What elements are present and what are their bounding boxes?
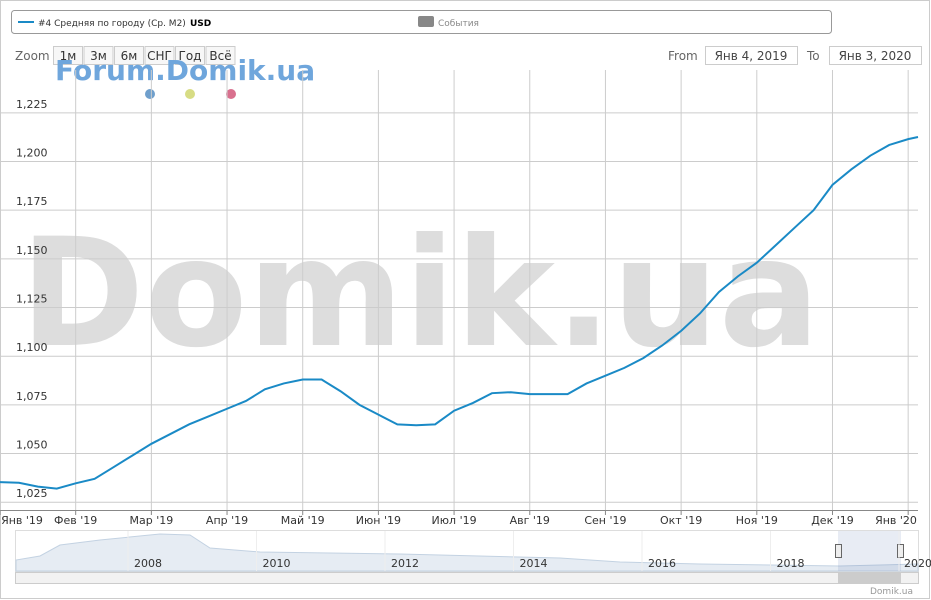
x-tick-label: Янв '20 bbox=[875, 514, 917, 527]
zoom-label: Zoom bbox=[15, 49, 50, 63]
x-tick-label: Май '19 bbox=[281, 514, 325, 527]
scrollbar-thumb[interactable] bbox=[838, 573, 901, 583]
x-tick-label: Дек '19 bbox=[811, 514, 854, 527]
y-tick-label: 1,150 bbox=[16, 244, 48, 257]
zoom-button-label[interactable]: 1м bbox=[60, 49, 77, 63]
x-tick-label: Янв '19 bbox=[1, 514, 43, 527]
navigator-year: 2020 bbox=[904, 557, 931, 570]
navigator-handle[interactable] bbox=[835, 544, 842, 558]
x-tick-label: Июл '19 bbox=[432, 514, 477, 527]
x-tick-label: Июн '19 bbox=[356, 514, 401, 527]
to-label: To bbox=[806, 49, 820, 63]
y-tick-label: 1,075 bbox=[16, 390, 48, 403]
events-swatch bbox=[418, 16, 434, 27]
zoom-button[interactable] bbox=[205, 46, 236, 65]
navigator-year: 2008 bbox=[134, 557, 162, 570]
legend-unit: USD bbox=[190, 19, 211, 29]
navigator-mask[interactable] bbox=[838, 531, 901, 571]
y-tick-label: 1,100 bbox=[16, 341, 48, 354]
forum-watermark: Forum.Domik.ua bbox=[55, 54, 315, 87]
navigator-year: 2016 bbox=[648, 557, 676, 570]
y-tick-label: 1,225 bbox=[16, 98, 48, 111]
x-tick-label: Апр '19 bbox=[206, 514, 248, 527]
from-label: From bbox=[668, 49, 698, 63]
y-tick-label: 1,175 bbox=[16, 195, 48, 208]
to-input[interactable] bbox=[829, 46, 922, 65]
x-tick-label: Окт '19 bbox=[660, 514, 702, 527]
events-label[interactable]: События bbox=[438, 19, 479, 29]
zoom-button[interactable] bbox=[114, 46, 144, 65]
x-tick-label: Фев '19 bbox=[54, 514, 97, 527]
zoom-button-label[interactable]: 3м bbox=[90, 49, 107, 63]
zoom-button-label[interactable]: 6м bbox=[121, 49, 138, 63]
zoom-button[interactable] bbox=[83, 46, 114, 65]
zoom-button[interactable] bbox=[144, 46, 175, 65]
credit[interactable]: Domik.ua bbox=[870, 587, 913, 597]
watermark: Domik.ua bbox=[20, 207, 820, 381]
dot bbox=[145, 89, 155, 99]
navigator-year: 2014 bbox=[520, 557, 548, 570]
zoom-button[interactable] bbox=[175, 46, 205, 65]
x-tick-label: Авг '19 bbox=[510, 514, 550, 527]
x-tick-label: Сен '19 bbox=[584, 514, 626, 527]
zoom-button-label[interactable]: СНГ bbox=[147, 49, 172, 63]
from-value[interactable]: Янв 4, 2019 bbox=[715, 49, 788, 63]
y-tick-label: 1,200 bbox=[16, 147, 48, 160]
from-input[interactable] bbox=[705, 46, 798, 65]
line-series bbox=[0, 135, 919, 490]
legend-label[interactable]: #4 Средняя по городу (Ср. М2) bbox=[38, 19, 186, 29]
zoom-button-label[interactable]: Всё bbox=[209, 49, 231, 63]
y-tick-label: 1,025 bbox=[16, 487, 48, 500]
y-tick-label: 1,050 bbox=[16, 439, 48, 452]
navigator-year: 2012 bbox=[391, 557, 419, 570]
navigator-year: 2010 bbox=[263, 557, 291, 570]
dot bbox=[226, 89, 236, 99]
y-tick-label: 1,125 bbox=[16, 293, 48, 306]
to-value[interactable]: Янв 3, 2020 bbox=[839, 49, 912, 63]
scrollbar[interactable] bbox=[15, 572, 919, 584]
navigator-series bbox=[15, 533, 919, 572]
x-tick-label: Мар '19 bbox=[129, 514, 173, 527]
navigator-year: 2018 bbox=[777, 557, 805, 570]
x-tick-label: Ноя '19 bbox=[736, 514, 778, 527]
zoom-button-label[interactable]: Год bbox=[179, 49, 202, 63]
dot bbox=[185, 89, 195, 99]
navigator-handle[interactable] bbox=[897, 544, 904, 558]
zoom-button[interactable] bbox=[53, 46, 83, 65]
